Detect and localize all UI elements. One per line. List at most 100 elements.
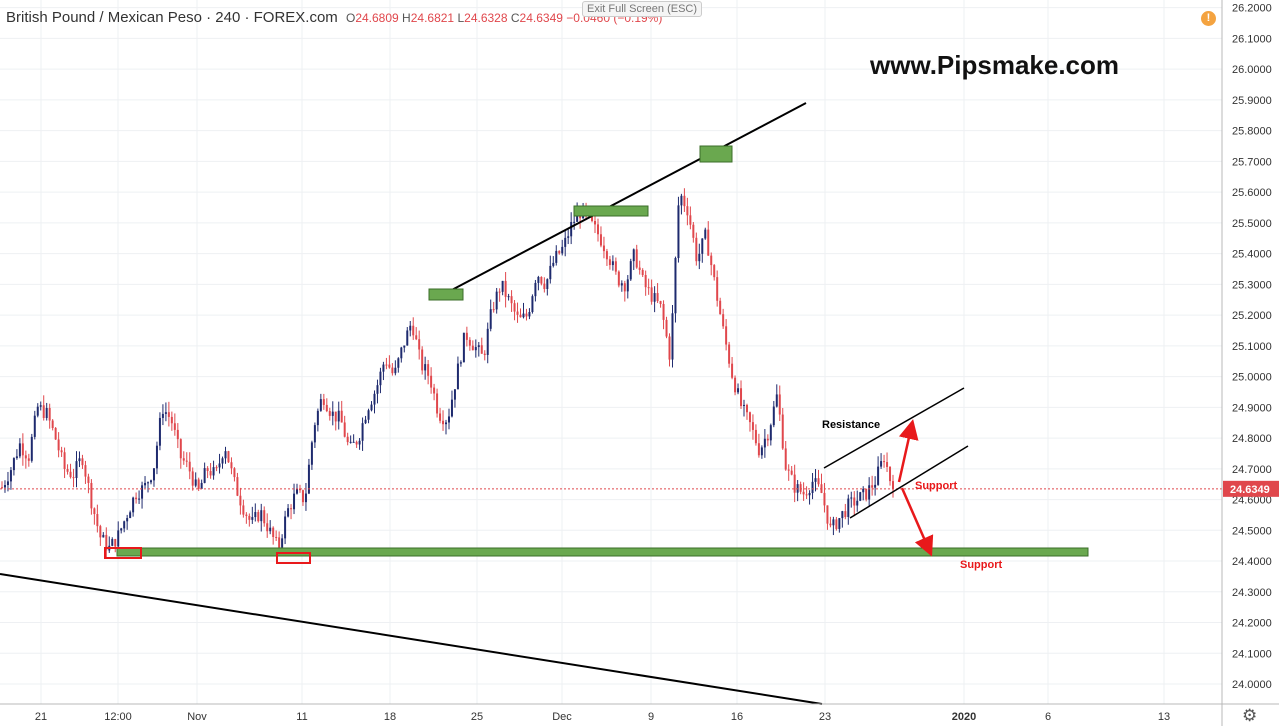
candle-body (889, 466, 892, 482)
candle-body (555, 250, 558, 263)
candle-body (483, 353, 486, 355)
candle-body (695, 237, 698, 262)
candle-body (376, 385, 379, 394)
candle-body (743, 404, 746, 406)
candle-body (799, 484, 802, 492)
support-marker-1 (104, 547, 142, 559)
candle-body (608, 259, 611, 266)
candle-body (266, 523, 269, 532)
candle-body (456, 363, 459, 390)
time-tick-label: 13 (1158, 711, 1170, 723)
candle-body (716, 277, 719, 301)
candle-body (790, 470, 793, 475)
candle-body (668, 336, 671, 360)
candle-body (263, 510, 266, 524)
candle-body (81, 458, 84, 466)
candle-body (30, 436, 33, 461)
candle-body (415, 335, 418, 340)
price-tick-label: 25.9000 (1232, 95, 1272, 107)
candle-body (856, 500, 859, 506)
candle-body (230, 462, 233, 469)
candle-body (602, 245, 605, 252)
candle-body (519, 314, 522, 318)
candle-body (644, 275, 647, 288)
candle-body (853, 497, 856, 506)
candle-body (176, 429, 179, 440)
candle-body (638, 267, 641, 270)
candle-body (564, 237, 567, 247)
candle-body (293, 493, 296, 510)
candle-body (206, 468, 209, 472)
candle-body (436, 393, 439, 414)
gear-icon[interactable]: ⚙ (1242, 706, 1258, 725)
resistance-zone-2 (573, 205, 649, 217)
time-tick-label: 25 (471, 711, 483, 723)
candle-body (287, 508, 290, 517)
price-tick-label: 24.3000 (1232, 587, 1272, 599)
candle-body (54, 427, 57, 440)
candle-body (90, 482, 93, 509)
candle-body (123, 521, 126, 529)
candle-body (832, 519, 835, 526)
price-tick-label: 24.9000 (1232, 402, 1272, 414)
candle-body (400, 347, 403, 359)
candle-body (358, 440, 361, 445)
candle-body (877, 466, 880, 485)
candle-body (474, 347, 477, 351)
drawings-layer: Resistance Support Support (0, 102, 1222, 705)
price-tick-label: 25.3000 (1232, 279, 1272, 291)
candle-body (424, 364, 427, 371)
candle-body (325, 404, 328, 412)
candle-body (596, 224, 599, 235)
price-tick-label: 25.2000 (1232, 310, 1272, 322)
candle-body (373, 393, 376, 405)
candle-body (811, 481, 814, 494)
candle-body (704, 229, 707, 239)
candle-body (209, 471, 212, 476)
candle-body (87, 476, 90, 483)
candle-body (462, 332, 465, 363)
price-tick-label: 24.7000 (1232, 464, 1272, 476)
candle-body (316, 410, 319, 426)
grid-lines (0, 0, 1222, 704)
candle-body (835, 519, 838, 529)
candle-body (862, 488, 865, 493)
candle-body (27, 458, 30, 461)
candle-body (114, 539, 117, 547)
candle-body (331, 411, 334, 416)
candle-body (671, 313, 674, 360)
candle-body (635, 249, 638, 268)
candle-body (397, 358, 400, 368)
candle-body (301, 490, 304, 503)
candles-series (1, 188, 894, 558)
candle-body (781, 414, 784, 449)
candle-body (531, 296, 534, 313)
price-tick-label: 25.8000 (1232, 126, 1272, 138)
candle-body (93, 508, 96, 515)
candle-body (558, 250, 561, 254)
candle-body (501, 280, 504, 292)
candle-body (245, 514, 248, 516)
candle-body (421, 349, 424, 371)
candle-body (42, 405, 45, 418)
candle-body (117, 530, 120, 547)
candle-body (361, 423, 364, 441)
candle-body (543, 283, 546, 289)
alert-icon[interactable]: ! (1201, 11, 1216, 26)
candle-body (707, 229, 710, 256)
candle-body (632, 249, 635, 262)
price-tick-label: 25.6000 (1232, 187, 1272, 199)
candle-body (549, 265, 552, 280)
time-tick-label: 18 (384, 711, 396, 723)
candle-body (504, 280, 507, 297)
candle-body (516, 311, 519, 315)
time-tick-label: 12:00 (104, 711, 132, 723)
price-axis: 26.2000 26.1000 26.0000 25.9000 25.8000 25.70… (1221, 0, 1279, 726)
candle-body (367, 410, 370, 420)
candle-body (513, 303, 516, 312)
candle-body (418, 339, 421, 350)
exit-fullscreen-button[interactable]: Exit Full Screen (ESC) (582, 1, 703, 17)
candle-body (221, 458, 224, 464)
time-tick-label: Dec (552, 711, 572, 723)
